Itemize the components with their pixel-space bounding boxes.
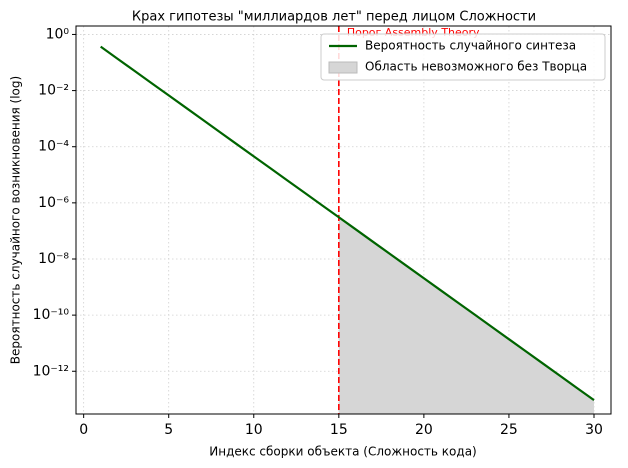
- y-tick-label: 10⁻²: [38, 83, 69, 99]
- x-tick-label: 10: [245, 422, 263, 438]
- plot-frame: [75, 25, 612, 415]
- x-tick-label: 0: [79, 422, 88, 438]
- y-tick-label: 10⁻⁴: [38, 139, 69, 155]
- line: [100, 45, 595, 402]
- y-tick-label: 10⁻⁶: [38, 195, 69, 211]
- legend: Вероятность случайного синтеза Область не…: [320, 33, 606, 81]
- legend-label: Область невозможного без Творца: [365, 60, 587, 74]
- x-axis-label: Индекс сборки объекта (Сложность кода): [209, 445, 476, 459]
- legend-box: [320, 33, 606, 81]
- chart-title: Крах гипотезы "миллиардов лет" перед лиц…: [132, 10, 536, 25]
- y-tick-label: 10⁻¹²: [33, 363, 69, 379]
- legend-label: Вероятность случайного синтеза: [365, 39, 576, 53]
- x-tick-label: 30: [585, 422, 603, 438]
- y-tick-label: 10⁰: [46, 26, 70, 42]
- x-tick-label: 5: [164, 422, 173, 438]
- y-axis-label: Вероятность случайного возникновения (lo…: [9, 76, 23, 364]
- y-tick-label: 10⁻¹⁰: [33, 307, 70, 323]
- x-tick-label: 20: [415, 422, 433, 438]
- x-tick-label: 15: [330, 422, 348, 438]
- x-tick-label: 25: [500, 422, 518, 438]
- y-tick-label: 10⁻⁸: [38, 251, 69, 267]
- legend-swatch: [328, 61, 358, 74]
- area: [338, 217, 594, 414]
